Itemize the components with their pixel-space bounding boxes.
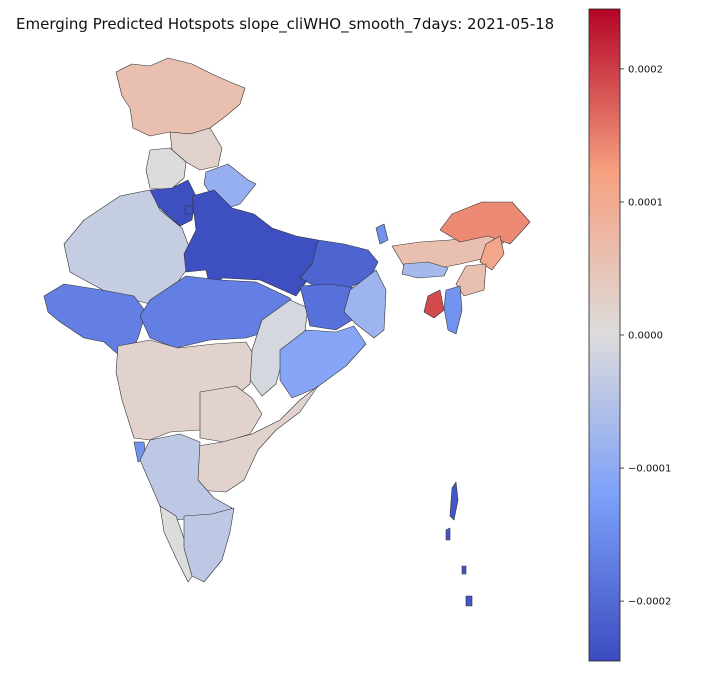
region-delhi: Delhi xyxy=(184,205,194,215)
region-punjab: Punjab xyxy=(145,147,187,191)
region-uttar-pradesh: Uttar Pradesh xyxy=(183,189,331,297)
colorbar-gradient xyxy=(588,8,621,662)
colorbar-tick-label: 0.0001 xyxy=(628,197,663,208)
region-jammu-kashmir: Jammu & Kashmir xyxy=(115,57,246,137)
colorbar-tick-label: 0.0002 xyxy=(628,64,663,75)
region-andaman-nicobar-islands: Andaman & Nicobar Islands xyxy=(445,481,473,607)
chart-title: Emerging Predicted Hotspots slope_cliWHO… xyxy=(16,15,555,33)
colorbar-tick-label: 0.0000 xyxy=(628,331,663,342)
colorbar: 0.0002 0.0001 0.0000 −0.0001 −0.0002 xyxy=(588,8,671,662)
region-mizoram: Mizoram xyxy=(443,285,463,335)
colorbar-tick-label: −0.0002 xyxy=(628,597,671,608)
region-tripura: Tripura xyxy=(423,289,445,319)
region-kerala: Kerala xyxy=(159,505,195,583)
colorbar-tick-label: −0.0001 xyxy=(628,464,671,475)
region-telangana: Telangana xyxy=(199,385,263,443)
regions-layer: Jammu & KashmirHimachal PradeshPunjabUtt… xyxy=(43,57,531,607)
region-rajasthan: Rajasthan xyxy=(63,189,195,305)
region-arunachal-pradesh: Arunachal Pradesh xyxy=(439,201,531,245)
region-west-bengal: West Bengal xyxy=(343,269,387,339)
region-sikkim: Sikkim xyxy=(375,223,389,245)
region-manipur: Manipur xyxy=(455,263,487,297)
region-tamil-nadu: Tamil Nadu xyxy=(183,507,235,583)
region-meghalaya: Meghalaya xyxy=(401,261,449,279)
region-nagaland: Nagaland xyxy=(479,235,505,271)
region-odisha: Odisha xyxy=(279,325,367,399)
